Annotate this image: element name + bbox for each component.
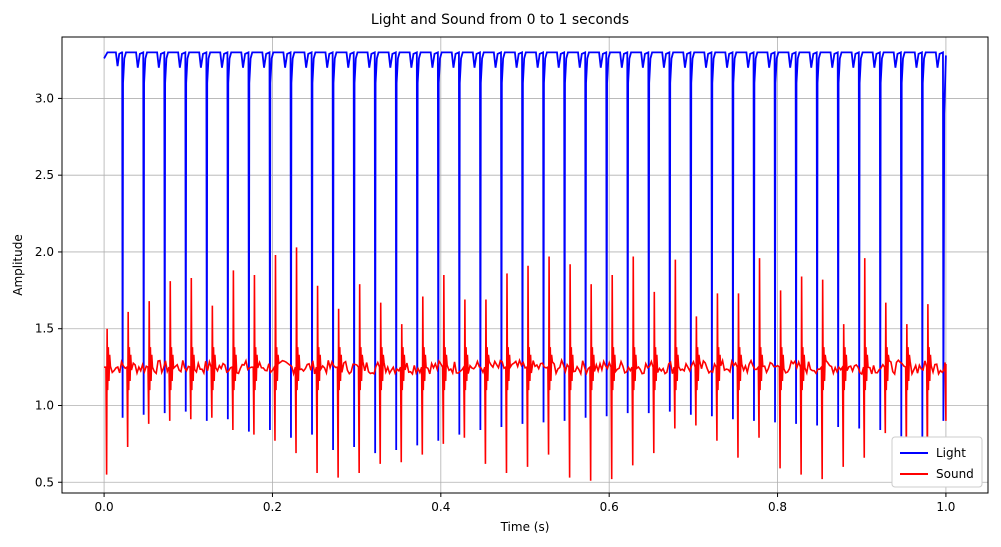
series-layer [103,50,947,481]
x-tick-label: 0.6 [600,500,619,514]
x-tick-label: 0.8 [768,500,787,514]
x-tick-label: 0.4 [431,500,450,514]
legend-label-sound: Sound [936,467,974,481]
y-tick-label: 2.0 [35,245,54,259]
legend: Light Sound [891,436,983,488]
y-tick-label: 3.0 [35,91,54,105]
y-tick-label: 0.5 [35,475,54,489]
x-axis-label: Time (s) [500,520,550,534]
x-tick-label: 1.0 [936,500,955,514]
grid-lines [62,37,988,493]
y-tick-label: 1.5 [35,322,54,336]
y-axis-label: Amplitude [11,234,25,296]
x-tick-label: 0.0 [95,500,114,514]
chart-title: Light and Sound from 0 to 1 seconds [371,12,629,28]
series-light-line [103,50,947,454]
series-sound-line [104,247,947,481]
x-tick-label: 0.2 [263,500,282,514]
axis-ticks: 0.0 0.2 0.4 0.6 0.8 1.0 0.5 1.0 1.5 2.0 2.5 3.0 [35,91,956,514]
y-tick-label: 2.5 [35,168,54,182]
y-tick-label: 1.0 [35,398,54,412]
legend-label-light: Light [936,446,966,460]
plot-frame [61,36,989,494]
